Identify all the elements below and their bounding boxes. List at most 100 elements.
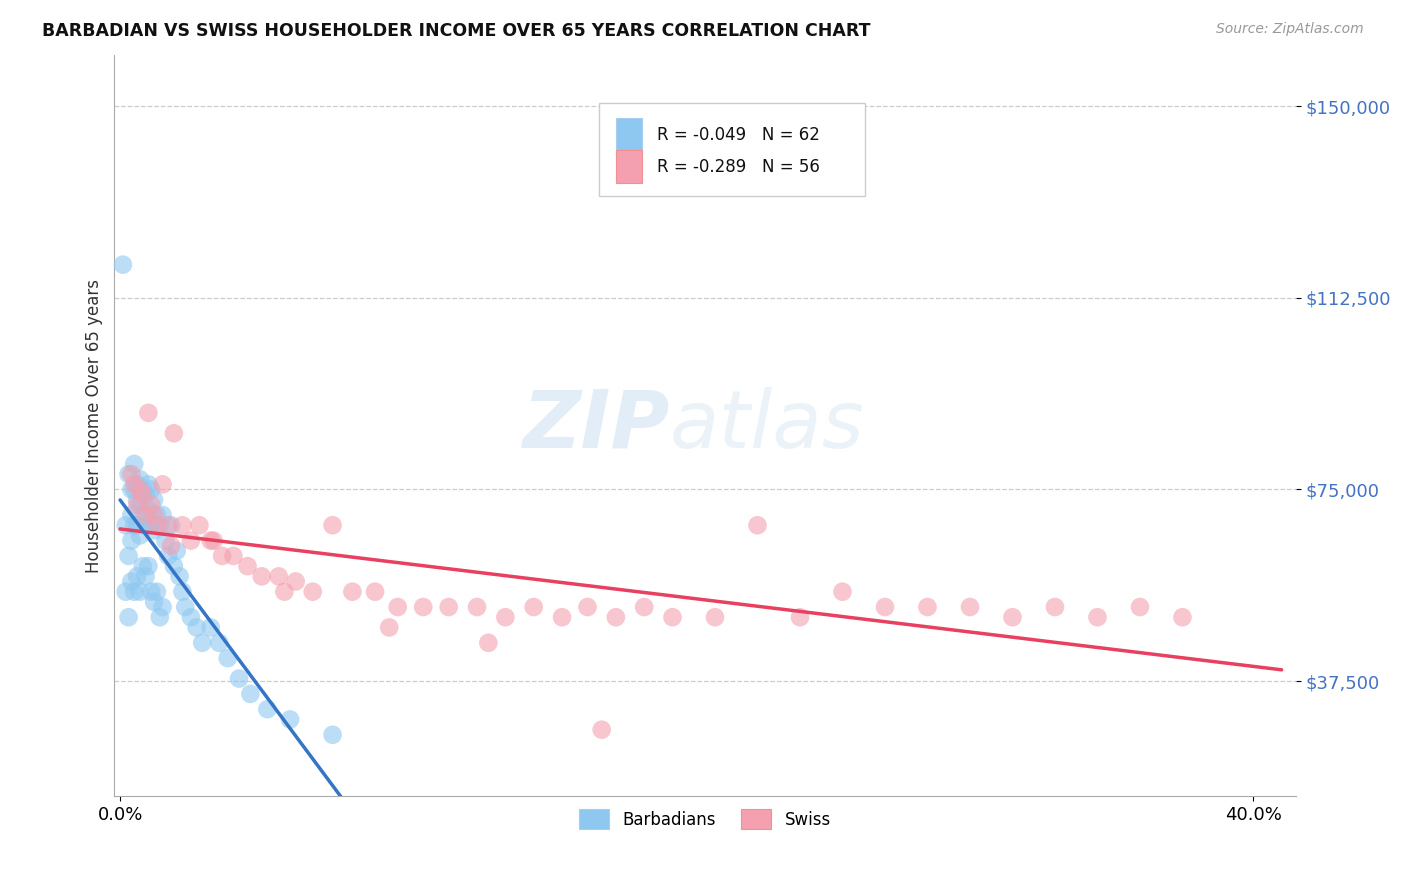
Point	[138, 503, 160, 517]
Point	[256, 702, 278, 716]
Point	[117, 610, 139, 624]
Point	[120, 508, 142, 522]
Point	[301, 584, 323, 599]
Point	[141, 498, 163, 512]
Point	[959, 600, 981, 615]
FancyBboxPatch shape	[616, 118, 643, 152]
Point	[146, 584, 169, 599]
Text: R = -0.049   N = 62: R = -0.049 N = 62	[657, 126, 820, 144]
Point	[157, 518, 180, 533]
Point	[661, 610, 683, 624]
Point	[152, 477, 174, 491]
Point	[591, 723, 613, 737]
Point	[250, 569, 273, 583]
FancyBboxPatch shape	[599, 103, 865, 196]
Point	[228, 672, 250, 686]
Point	[378, 620, 401, 634]
Point	[166, 543, 188, 558]
Point	[129, 472, 152, 486]
Point	[278, 713, 301, 727]
Point	[122, 518, 145, 533]
Point	[132, 483, 155, 497]
Point	[1001, 610, 1024, 624]
Point	[122, 457, 145, 471]
Point	[125, 492, 148, 507]
Point	[174, 600, 197, 615]
Point	[157, 549, 180, 563]
Point	[1129, 600, 1152, 615]
Text: Source: ZipAtlas.com: Source: ZipAtlas.com	[1216, 22, 1364, 37]
Text: BARBADIAN VS SWISS HOUSEHOLDER INCOME OVER 65 YEARS CORRELATION CHART: BARBADIAN VS SWISS HOUSEHOLDER INCOME OV…	[42, 22, 870, 40]
Point	[114, 584, 136, 599]
Point	[117, 467, 139, 482]
Point	[186, 620, 208, 634]
Point	[236, 559, 259, 574]
Point	[322, 518, 344, 533]
Point	[1043, 600, 1066, 615]
Point	[132, 508, 155, 522]
Point	[120, 574, 142, 589]
Point	[704, 610, 727, 624]
Point	[917, 600, 939, 615]
Point	[120, 467, 142, 482]
Point	[135, 508, 157, 522]
Point	[129, 483, 152, 497]
Point	[129, 498, 152, 512]
Point	[125, 477, 148, 491]
Point	[163, 559, 186, 574]
Point	[143, 595, 166, 609]
Point	[576, 600, 599, 615]
Point	[125, 518, 148, 533]
Point	[138, 559, 160, 574]
Text: R = -0.289   N = 56: R = -0.289 N = 56	[657, 158, 820, 176]
Point	[163, 426, 186, 441]
Text: ZIP: ZIP	[522, 386, 669, 465]
Point	[477, 636, 499, 650]
Point	[132, 559, 155, 574]
Point	[129, 584, 152, 599]
Point	[149, 610, 172, 624]
Legend: Barbadians, Swiss: Barbadians, Swiss	[572, 802, 838, 836]
Point	[180, 610, 202, 624]
Point	[191, 636, 214, 650]
Point	[135, 487, 157, 501]
Point	[273, 584, 295, 599]
Point	[155, 533, 177, 548]
Point	[208, 636, 231, 650]
Point	[202, 533, 225, 548]
Point	[831, 584, 853, 599]
Point	[120, 483, 142, 497]
Point	[437, 600, 460, 615]
Text: atlas: atlas	[669, 386, 865, 465]
Point	[141, 584, 163, 599]
Point	[122, 584, 145, 599]
Point	[239, 687, 262, 701]
Point	[143, 508, 166, 522]
Point	[789, 610, 811, 624]
Point	[114, 518, 136, 533]
Point	[342, 584, 364, 599]
Point	[873, 600, 896, 615]
Point	[132, 487, 155, 501]
Point	[122, 483, 145, 497]
Point	[172, 518, 194, 533]
Point	[135, 569, 157, 583]
Point	[217, 651, 239, 665]
Point	[160, 518, 183, 533]
Point	[172, 584, 194, 599]
Point	[120, 533, 142, 548]
Point	[267, 569, 290, 583]
Point	[117, 549, 139, 563]
Point	[551, 610, 574, 624]
Point	[747, 518, 769, 533]
Point	[111, 258, 134, 272]
Point	[141, 483, 163, 497]
Point	[523, 600, 546, 615]
Point	[494, 610, 516, 624]
Point	[1171, 610, 1194, 624]
Point	[149, 518, 172, 533]
Point	[169, 569, 191, 583]
Point	[188, 518, 211, 533]
Point	[135, 518, 157, 533]
Point	[122, 477, 145, 491]
